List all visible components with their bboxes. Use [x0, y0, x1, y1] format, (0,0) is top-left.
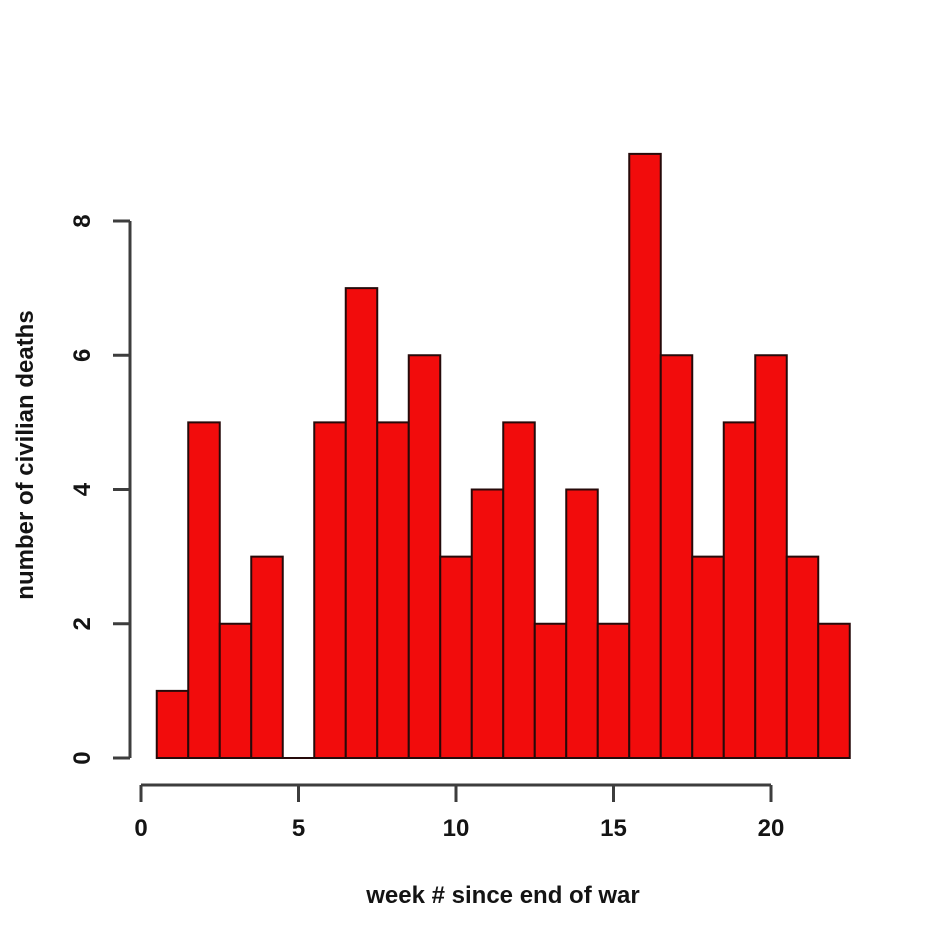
bar-week-2	[187, 421, 221, 760]
bar-week-16	[628, 152, 662, 760]
bar-week-10	[439, 555, 473, 760]
bar-week-8	[376, 421, 410, 760]
bar-week-11	[470, 488, 505, 759]
x-tick-label-0: 0	[134, 815, 147, 842]
y-tick-label-8: 8	[69, 214, 96, 227]
y-tick-label-4: 4	[69, 482, 96, 496]
bar-week-14	[565, 488, 599, 759]
bar-week-21	[785, 555, 820, 760]
bars-group	[155, 152, 851, 760]
bar-week-19	[722, 421, 757, 760]
y-axis: 0 2 4 6 8	[69, 214, 132, 765]
bar-week-1	[155, 689, 190, 760]
bar-week-4	[250, 555, 284, 760]
bar-week-17	[659, 354, 694, 759]
x-tick-label-15: 15	[600, 815, 627, 842]
bar-week-20	[754, 354, 788, 759]
bar-week-7	[344, 287, 379, 760]
bar-week-18	[691, 555, 725, 760]
x-axis: 0 5 10 15 20	[134, 783, 785, 842]
bar-week-3	[218, 622, 253, 759]
x-tick-label-5: 5	[292, 815, 305, 842]
bar-week-9	[407, 354, 442, 759]
bar-week-13	[533, 622, 568, 759]
bar-week-22	[817, 622, 851, 759]
y-tick-label-2: 2	[69, 617, 96, 630]
bar-week-12	[502, 421, 536, 760]
x-tick-label-10: 10	[443, 815, 470, 842]
y-tick-label-0: 0	[69, 751, 96, 764]
x-tick-label-20: 20	[758, 815, 785, 842]
bar-week-6	[313, 421, 347, 760]
y-tick-label-6: 6	[69, 349, 96, 362]
bar-week-15	[596, 622, 631, 759]
y-axis-title: number of civilian deaths	[12, 310, 39, 599]
x-axis-title: week # since end of war	[365, 882, 639, 909]
